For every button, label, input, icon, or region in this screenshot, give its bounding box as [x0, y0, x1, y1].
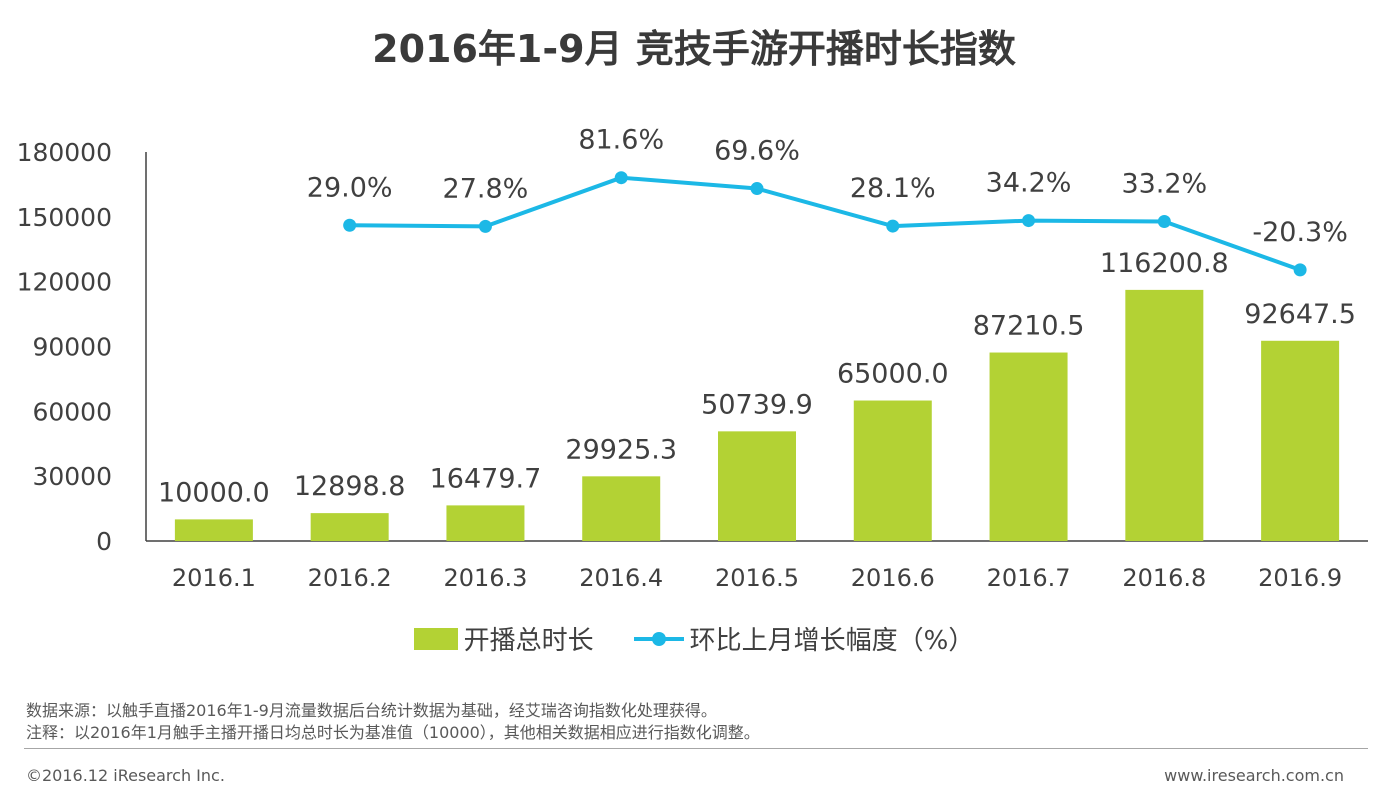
growth-value-label: 28.1%	[850, 173, 936, 204]
bar	[718, 431, 796, 541]
copyright-text: ©2016.12 iResearch Inc.	[26, 766, 225, 785]
chart-legend: 开播总时长 环比上月增长幅度（%）	[0, 620, 1388, 657]
y-tick-label: 30000	[32, 462, 112, 491]
bar-value-label: 116200.8	[1100, 248, 1229, 279]
legend-swatch-bar	[413, 627, 458, 650]
bar-value-label: 29925.3	[565, 434, 677, 465]
legend-label-line: 环比上月增长幅度（%）	[689, 626, 975, 656]
bar-value-label: 50739.9	[701, 389, 813, 420]
y-tick-label: 0	[96, 527, 112, 556]
growth-point	[1157, 214, 1171, 228]
bar-value-label: 16479.7	[430, 463, 542, 494]
bar	[1125, 289, 1204, 541]
legend-item-line[interactable]: 环比上月增长幅度（%）	[633, 620, 975, 657]
x-tick-label: 2016.7	[987, 564, 1071, 592]
website-link[interactable]: www.iresearch.com.cn	[1164, 766, 1344, 785]
growth-point	[478, 219, 492, 233]
y-tick-label: 120000	[17, 268, 112, 297]
x-tick-label: 2016.2	[308, 564, 392, 592]
bar	[1261, 340, 1340, 541]
growth-point	[886, 219, 900, 233]
growth-point	[343, 218, 357, 232]
source-note: 数据来源：以触手直播2016年1-9月流量数据后台统计数据为基础，经艾瑞咨询指数…	[26, 701, 717, 720]
bar	[310, 513, 389, 541]
legend-label-bars: 开播总时长	[463, 626, 594, 656]
bar-value-label: 87210.5	[973, 311, 1085, 342]
bar	[446, 505, 525, 541]
x-tick-label: 2016.6	[851, 564, 935, 592]
y-tick-label: 150000	[17, 203, 112, 232]
growth-line	[349, 175, 1301, 272]
x-tick-label: 2016.5	[715, 564, 799, 592]
growth-point	[1022, 214, 1036, 228]
x-tick-label: 2016.1	[172, 564, 256, 592]
bar	[989, 352, 1068, 541]
growth-value-label: -20.3%	[1252, 217, 1348, 248]
y-tick-label: 180000	[17, 138, 112, 167]
bar-value-label: 65000.0	[837, 359, 949, 390]
bar	[853, 400, 932, 541]
bar-value-label: 10000.0	[158, 477, 270, 508]
footer-divider	[24, 748, 1368, 749]
growth-value-label: 69.6%	[714, 136, 800, 167]
growth-point	[750, 182, 764, 196]
x-tick-label: 2016.9	[1258, 564, 1342, 592]
chart-title: 2016年1-9月 竞技手游开播时长指数	[372, 27, 1016, 71]
bar-value-label: 92647.5	[1244, 299, 1356, 330]
x-tick-label: 2016.8	[1122, 564, 1206, 592]
legend-item-bars[interactable]: 开播总时长	[413, 620, 594, 657]
y-tick-label: 90000	[32, 333, 112, 362]
growth-value-label: 81.6%	[578, 125, 664, 156]
x-tick-label: 2016.3	[443, 564, 527, 592]
bar	[174, 519, 253, 541]
bar	[582, 476, 661, 541]
growth-value-label: 29.0%	[307, 172, 393, 203]
legend-swatch-line	[633, 628, 684, 650]
chart-notes: 数据来源：以触手直播2016年1-9月流量数据后台统计数据为基础，经艾瑞咨询指数…	[26, 700, 760, 744]
bar-value-label: 12898.8	[294, 471, 406, 502]
x-tick-label: 2016.4	[579, 564, 663, 592]
growth-point	[1293, 263, 1307, 277]
growth-value-label: 27.8%	[443, 173, 529, 204]
chart-plot: 0 30000 60000 90000 120000 150000 180000 10000.…	[17, 125, 1368, 592]
y-tick-label: 60000	[32, 397, 112, 426]
growth-point	[614, 171, 628, 185]
remark-note: 注释：以2016年1月触手主播开播日均总时长为基准值（10000），其他相关数据…	[26, 723, 760, 742]
growth-value-label: 33.2%	[1121, 168, 1207, 199]
growth-value-label: 34.2%	[986, 168, 1072, 199]
